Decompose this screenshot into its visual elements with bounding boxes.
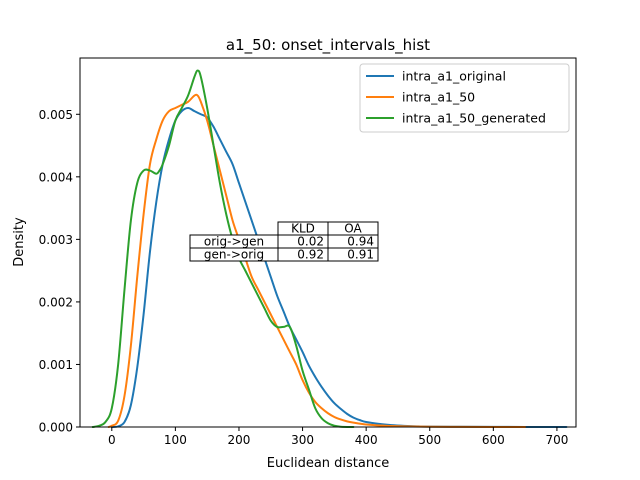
y-tick-label: 0.004 [39,170,73,184]
table-cell-value: 0.92 [297,248,324,262]
table-cell-value: 0.91 [347,248,374,262]
y-tick-label: 0.001 [39,358,73,372]
x-tick-label: 700 [545,433,568,447]
x-tick-label: 300 [291,433,314,447]
table-col-label: KLD [291,222,315,236]
series-layer [91,69,568,428]
x-axis: 0 100 200 300 400 500 600 700 [108,427,568,447]
y-tick-label: 0.002 [39,295,73,309]
series-line-0 [110,107,568,428]
y-axis-label: Density [12,217,27,267]
series-line-2 [91,69,355,428]
x-tick-label: 600 [482,433,505,447]
y-tick-label: 0.000 [39,421,73,435]
table-cell [327,247,379,262]
legend-label: intra_a1_50_generated [402,111,546,126]
table-cell-value: 0.02 [297,235,324,249]
table-row-label: gen->orig [204,248,264,262]
legend-label: intra_a1_50 [402,90,475,105]
legend-box [359,63,570,133]
table-col-label: OA [344,222,362,236]
y-tick-label: 0.003 [39,233,73,247]
x-tick-label: 400 [355,433,378,447]
plot-frame [79,57,577,428]
series-line-1 [107,93,527,428]
legend: intra_a1_original intra_a1_50 intra_a1_50_… [359,63,570,133]
legend-label: intra_a1_original [402,69,506,84]
x-tick-label: 200 [228,433,251,447]
chart-title: a1_50: onset_intervals_hist [226,36,430,55]
stats-table: KLD OA orig->gen 0.02 0.94 gen->orig 0.92 0.91 [189,221,379,262]
x-axis-label: Euclidean distance [267,456,390,471]
x-tick-label: 0 [108,433,116,447]
table-row-label: orig->gen [204,235,264,249]
table-cell-value: 0.94 [347,235,374,249]
x-tick-label: 100 [164,433,187,447]
y-tick-label: 0.005 [39,108,73,122]
x-tick-label: 500 [418,433,441,447]
y-axis: 0.000 0.001 0.002 0.003 0.004 0.005 [39,108,80,435]
plot-area [79,57,577,428]
